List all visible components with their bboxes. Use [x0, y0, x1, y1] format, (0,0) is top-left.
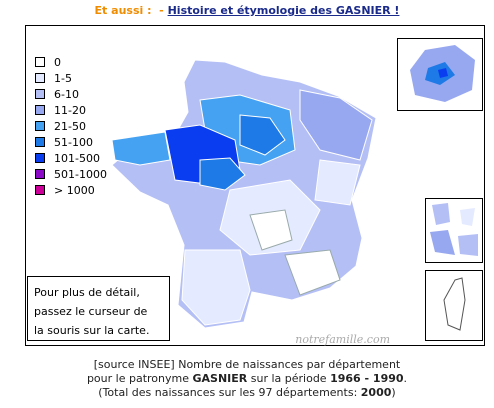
legend-label: 501-1000: [54, 168, 107, 181]
region: [199, 157, 246, 191]
caption-line: [source INSEE] Nombre de naissances par …: [93, 358, 401, 371]
legend-label: 0: [54, 56, 61, 69]
legend-swatch: [35, 153, 45, 163]
paris-region: [438, 68, 448, 78]
legend-swatch: [35, 57, 45, 67]
legend-label: 1-5: [54, 72, 72, 85]
caption-text: .: [403, 372, 408, 385]
legend-swatch: [35, 105, 45, 115]
header-prefix: Et aussi :: [94, 4, 152, 17]
legend-label: 51-100: [54, 136, 93, 149]
caption: [source INSEE] Nombre de naissances par …: [0, 358, 494, 400]
info-box: [27, 276, 170, 341]
legend-swatch: [35, 169, 45, 179]
legend-swatch: [35, 185, 45, 195]
overseas-region: [432, 203, 450, 225]
header-link[interactable]: Histoire et étymologie des GASNIER !: [167, 4, 400, 17]
region: [181, 249, 251, 326]
overseas-region: [430, 230, 455, 255]
legend-label: 21-50: [54, 120, 86, 133]
map: Pour plus de détail, passez le curseur de…: [25, 25, 485, 346]
caption-total: 2000: [360, 386, 392, 399]
info-text: Pour plus de détail, passez le curseur de…: [34, 286, 149, 337]
legend-swatch: [35, 121, 45, 131]
caption-line: pour le patronyme GASNIER sur la période…: [0, 372, 494, 386]
region: [249, 209, 293, 251]
overseas-region: [458, 234, 478, 256]
corsica: [443, 277, 466, 331]
legend-label: 101-500: [54, 152, 100, 165]
caption-text: pour le patronyme: [86, 372, 189, 385]
legend-label: 11-20: [54, 104, 86, 117]
legend-label: > 1000: [54, 184, 95, 197]
legend: 0 1-5 6-10 11-20 21-50 51-100 101-500 501-1000 >…: [35, 56, 107, 197]
region: [111, 131, 171, 166]
region: [284, 249, 341, 296]
header: Et aussi : - Histoire et étymologie des …: [0, 4, 494, 17]
overseas-region: [460, 208, 475, 226]
caption-period: 1966 - 1990: [330, 372, 404, 385]
legend-swatch: [35, 73, 45, 83]
watermark: notrefamille.com: [295, 333, 390, 346]
caption-text: (Total des naissances sur les 97 départe…: [98, 386, 358, 399]
region: [314, 159, 361, 206]
info-line: passez le curseur de: [34, 305, 148, 318]
legend-swatch: [35, 89, 45, 99]
caption-name: GASNIER: [192, 372, 248, 385]
info-line: Pour plus de détail,: [34, 286, 140, 299]
region: [299, 89, 373, 161]
caption-text: ): [391, 386, 396, 399]
caption-text: sur la période: [250, 372, 327, 385]
caption-line: (Total des naissances sur les 97 départe…: [0, 386, 494, 400]
info-line: la souris sur la carte.: [34, 324, 149, 337]
header-separator: -: [159, 4, 164, 17]
legend-swatch: [35, 137, 45, 147]
legend-label: 6-10: [54, 88, 79, 101]
region: [239, 114, 286, 156]
